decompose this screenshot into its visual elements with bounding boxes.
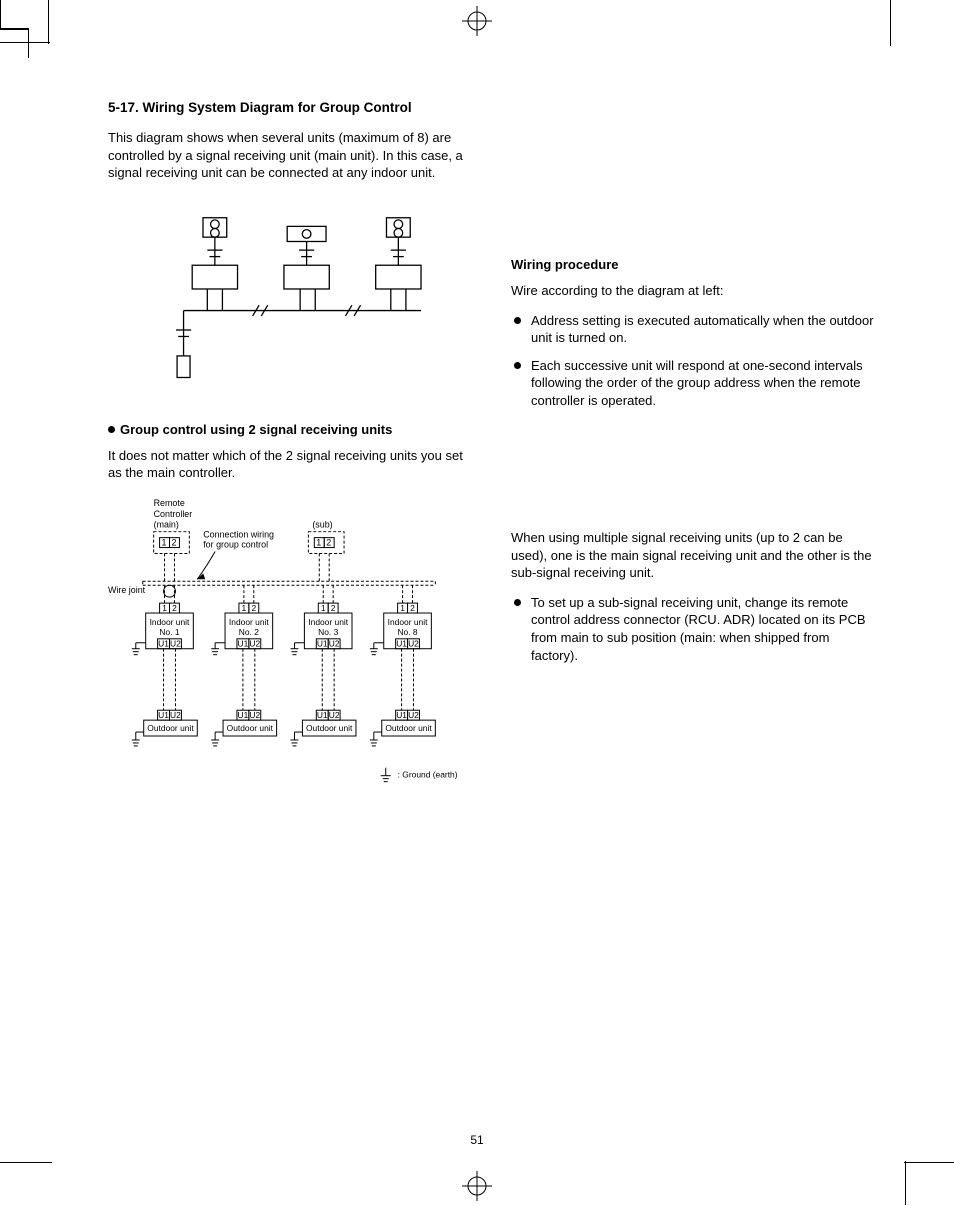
content-area: 5-17. Wiring System Diagram for Group Co… bbox=[108, 100, 878, 816]
page: 5-17. Wiring System Diagram for Group Co… bbox=[0, 0, 954, 1205]
svg-text:U2: U2 bbox=[170, 639, 181, 649]
list-item: Address setting is executed automaticall… bbox=[511, 312, 878, 347]
svg-text:U1: U1 bbox=[158, 639, 169, 649]
svg-text:No. 2: No. 2 bbox=[239, 627, 259, 637]
wiring-diagram-simple bbox=[108, 194, 475, 399]
list-item: To set up a sub-signal receiving unit, c… bbox=[511, 594, 878, 664]
svg-text:2: 2 bbox=[171, 537, 176, 547]
svg-text:U1: U1 bbox=[396, 639, 407, 649]
svg-text:U2: U2 bbox=[408, 710, 419, 720]
crop-mark bbox=[890, 0, 891, 46]
svg-text:No. 1: No. 1 bbox=[159, 627, 179, 637]
svg-text:1: 1 bbox=[321, 603, 326, 613]
svg-text:Outdoor unit: Outdoor unit bbox=[147, 723, 194, 733]
multi-sru-paragraph: When using multiple signal receiving uni… bbox=[511, 529, 878, 582]
right-column: Wiring procedure Wire according to the d… bbox=[511, 129, 878, 816]
svg-text:Indoor unit: Indoor unit bbox=[308, 617, 348, 627]
svg-text:1: 1 bbox=[242, 603, 247, 613]
svg-text:Connection wiring: Connection wiring bbox=[203, 529, 274, 539]
sub-sru-list: To set up a sub-signal receiving unit, c… bbox=[511, 594, 878, 664]
crop-mark bbox=[48, 0, 49, 44]
registration-mark-icon bbox=[462, 1171, 492, 1201]
registration-mark-icon bbox=[462, 6, 492, 36]
svg-text:U2: U2 bbox=[408, 639, 419, 649]
svg-text:U1: U1 bbox=[238, 710, 249, 720]
list-item: Each successive unit will respond at one… bbox=[511, 357, 878, 410]
svg-text:Outdoor unit: Outdoor unit bbox=[385, 723, 432, 733]
svg-text:Indoor unit: Indoor unit bbox=[150, 617, 190, 627]
svg-text:(sub): (sub) bbox=[312, 520, 332, 530]
svg-text:1: 1 bbox=[400, 603, 405, 613]
crop-mark bbox=[0, 42, 50, 43]
svg-text:: Ground (earth): : Ground (earth) bbox=[398, 769, 458, 779]
svg-text:U2: U2 bbox=[170, 710, 181, 720]
svg-text:2: 2 bbox=[172, 603, 177, 613]
group2-paragraph: It does not matter which of the 2 signal… bbox=[108, 447, 475, 482]
wiring-procedure-list: Address setting is executed automaticall… bbox=[511, 312, 878, 410]
crop-mark bbox=[905, 1161, 906, 1205]
svg-text:2: 2 bbox=[410, 603, 415, 613]
svg-text:1: 1 bbox=[316, 537, 321, 547]
svg-text:Outdoor unit: Outdoor unit bbox=[227, 723, 274, 733]
wiring-procedure-intro: Wire according to the diagram at left: bbox=[511, 282, 878, 300]
svg-text:2: 2 bbox=[331, 603, 336, 613]
svg-text:No. 8: No. 8 bbox=[397, 627, 417, 637]
left-column: This diagram shows when several units (m… bbox=[108, 129, 475, 816]
svg-text:(main): (main) bbox=[154, 520, 179, 530]
wiring-diagram-group: Remote Controller (main) 1 2 (sub) 1 2 C… bbox=[108, 494, 475, 811]
intro-paragraph: This diagram shows when several units (m… bbox=[108, 129, 475, 182]
svg-text:2: 2 bbox=[251, 603, 256, 613]
crop-mark bbox=[0, 0, 29, 29]
svg-text:1: 1 bbox=[162, 603, 167, 613]
svg-text:U2: U2 bbox=[329, 639, 340, 649]
svg-text:U1: U1 bbox=[158, 710, 169, 720]
svg-text:Indoor unit: Indoor unit bbox=[229, 617, 269, 627]
svg-text:U1: U1 bbox=[238, 639, 249, 649]
svg-text:Outdoor unit: Outdoor unit bbox=[306, 723, 353, 733]
svg-text:Controller: Controller bbox=[154, 509, 193, 519]
crop-mark bbox=[0, 1162, 52, 1163]
svg-text:U2: U2 bbox=[249, 710, 260, 720]
svg-text:U2: U2 bbox=[249, 639, 260, 649]
svg-text:U2: U2 bbox=[329, 710, 340, 720]
crop-mark bbox=[0, 29, 29, 58]
subsection-heading: Group control using 2 signal receiving u… bbox=[108, 422, 475, 437]
svg-text:Indoor unit: Indoor unit bbox=[388, 617, 428, 627]
svg-text:Wire joint: Wire joint bbox=[108, 585, 146, 595]
section-heading: 5-17. Wiring System Diagram for Group Co… bbox=[108, 100, 878, 115]
svg-text:U1: U1 bbox=[317, 639, 328, 649]
wiring-procedure-title: Wiring procedure bbox=[511, 257, 878, 272]
svg-text:U1: U1 bbox=[317, 710, 328, 720]
svg-text:for group control: for group control bbox=[203, 539, 268, 549]
page-number: 51 bbox=[0, 1133, 954, 1147]
crop-mark bbox=[904, 1162, 954, 1163]
svg-text:Remote: Remote bbox=[154, 498, 185, 508]
svg-text:1: 1 bbox=[162, 537, 167, 547]
svg-text:2: 2 bbox=[326, 537, 331, 547]
svg-text:No. 3: No. 3 bbox=[318, 627, 338, 637]
svg-text:U1: U1 bbox=[396, 710, 407, 720]
